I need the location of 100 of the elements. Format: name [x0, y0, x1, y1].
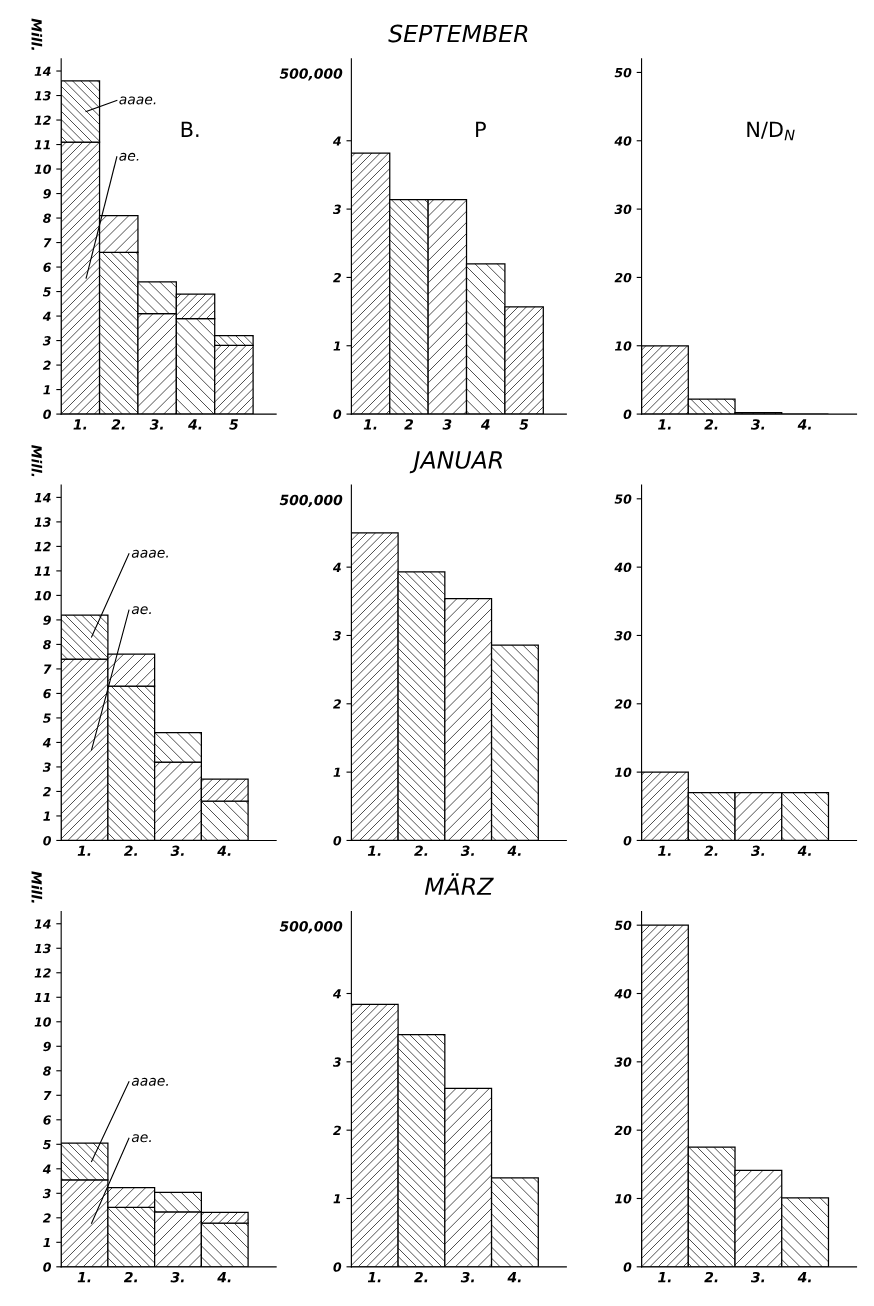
y-tick-label: 13 [34, 91, 51, 101]
text: ae. [131, 1134, 151, 1143]
chart-title: SEPTEMBER [388, 24, 528, 43]
y-tick-label: 1 [333, 341, 341, 351]
x-tick-label: 2. [704, 1271, 718, 1283]
y-tick-label: 6 [43, 262, 52, 272]
y-tick-label: 8 [43, 213, 51, 223]
y-tick-label: 11 [34, 566, 50, 576]
y-tick-label: 11 [34, 992, 50, 1003]
y-tick-label: 10 [614, 341, 632, 351]
y-tick-label: 2 [333, 272, 341, 283]
series-label: ae. [119, 152, 139, 161]
y-tick-label: 5 [42, 713, 51, 723]
y-tick-label: 12 [34, 541, 51, 552]
y-tick-label: 50 [614, 67, 632, 78]
y-tick-label: 10 [614, 767, 632, 778]
x-tick-label: 2. [123, 845, 138, 856]
y-tick-label: 0 [623, 1262, 632, 1272]
x-tick-label: 3. [170, 1271, 184, 1283]
x-tick-label: 3. [750, 419, 765, 430]
y-tick-label: 30 [614, 1057, 632, 1067]
x-tick-label: 1. [77, 845, 91, 856]
y-tick-label: 5 [42, 1139, 51, 1150]
y-tick-label: 6 [43, 688, 52, 699]
y-tick-label: 1 [333, 1194, 341, 1204]
y-tick-label: 20 [614, 699, 632, 709]
x-tick-label: 3. [460, 1271, 474, 1283]
x-tick-label: 3. [460, 845, 474, 857]
y-tick-label: 2 [333, 1125, 341, 1135]
x-tick-label: 4. [797, 419, 811, 430]
x-tick-label: 2. [414, 1271, 428, 1283]
y-tick-label: 40 [614, 988, 632, 999]
y-tick-label: 0 [623, 409, 632, 420]
x-tick-label: 1. [77, 1272, 91, 1283]
y-tick-label: 6 [43, 1115, 52, 1125]
y-tick-label: 50 [614, 920, 632, 931]
annotation: N/D$_{N}$ [747, 121, 795, 141]
y-tick-label: 13 [34, 943, 51, 954]
y-tick-label: 12 [34, 968, 51, 978]
y-tick-label: 3 [42, 336, 51, 346]
y-tick-label: 9 [43, 1041, 51, 1052]
y-tick-label: 0 [43, 409, 52, 420]
y-tick-label: 3 [332, 630, 341, 641]
x-tick-label: 4. [217, 845, 231, 856]
x-tick-label: 1. [658, 1272, 671, 1283]
y-tick-label: 13 [34, 517, 51, 527]
y-tick-label: 4 [42, 311, 51, 321]
y-tick-label: 8 [43, 639, 51, 650]
x-tick-label: 1. [658, 419, 671, 430]
y-tick-label: 4 [42, 738, 51, 748]
x-tick-label: 1. [73, 419, 87, 430]
y-tick-label: 3 [332, 1057, 341, 1067]
y-tick-label: 4 [332, 562, 341, 572]
y-axis-title: 500,000 [279, 494, 343, 507]
y-tick-label: 1 [43, 1237, 50, 1248]
x-tick-label: 2. [111, 419, 125, 430]
y-tick-label: 0 [333, 409, 342, 420]
x-tick-label: 5 [229, 419, 239, 430]
y-tick-label: 4 [332, 989, 341, 999]
y-tick-label: 10 [34, 1017, 52, 1027]
x-tick-label: 3 [442, 419, 452, 430]
y-tick-label: 40 [614, 562, 632, 573]
y-tick-label: 2 [333, 699, 341, 709]
y-tick-label: 2 [42, 360, 51, 370]
y-axis-title: 500,000 [279, 68, 343, 81]
y-tick-label: 10 [34, 590, 52, 601]
chart-title: JANUAR [409, 451, 502, 474]
y-tick-label: 10 [614, 1193, 632, 1204]
y-axis-title: Mill. [31, 871, 43, 903]
x-tick-label: 2. [123, 1271, 138, 1283]
annotation: B. [181, 121, 199, 137]
x-tick-label: 2 [404, 419, 414, 430]
x-tick-label: 2. [414, 845, 428, 856]
y-tick-label: 7 [43, 238, 52, 248]
text: aaae. [131, 549, 168, 558]
y-axis-title: Mill. [31, 444, 43, 477]
x-tick-label: 1. [367, 845, 381, 856]
y-tick-label: 14 [34, 66, 51, 76]
y-tick-label: 2 [42, 786, 51, 797]
y-tick-label: 20 [614, 1125, 632, 1136]
x-tick-label: 1. [367, 1272, 381, 1283]
text: aaae. [131, 1077, 168, 1086]
y-tick-label: 11 [34, 140, 50, 150]
y-tick-label: 14 [34, 493, 51, 503]
y-tick-label: 1 [333, 767, 341, 777]
y-tick-label: 8 [43, 1066, 51, 1076]
y-tick-label: 7 [43, 664, 52, 674]
x-tick-label: 4. [188, 419, 202, 430]
series-label: aaae. [119, 96, 156, 105]
y-tick-label: 30 [614, 204, 632, 215]
y-tick-label: 0 [333, 835, 342, 846]
x-tick-label: 3. [750, 1271, 765, 1283]
y-tick-label: 4 [42, 1164, 51, 1174]
y-tick-label: 1 [43, 811, 50, 821]
y-tick-label: 10 [34, 164, 52, 174]
y-tick-label: 4 [332, 136, 341, 146]
chart-title: MÄRZ [424, 873, 494, 895]
y-tick-label: 3 [42, 1188, 51, 1199]
y-tick-label: 9 [43, 615, 51, 625]
y-tick-label: 0 [43, 835, 52, 846]
